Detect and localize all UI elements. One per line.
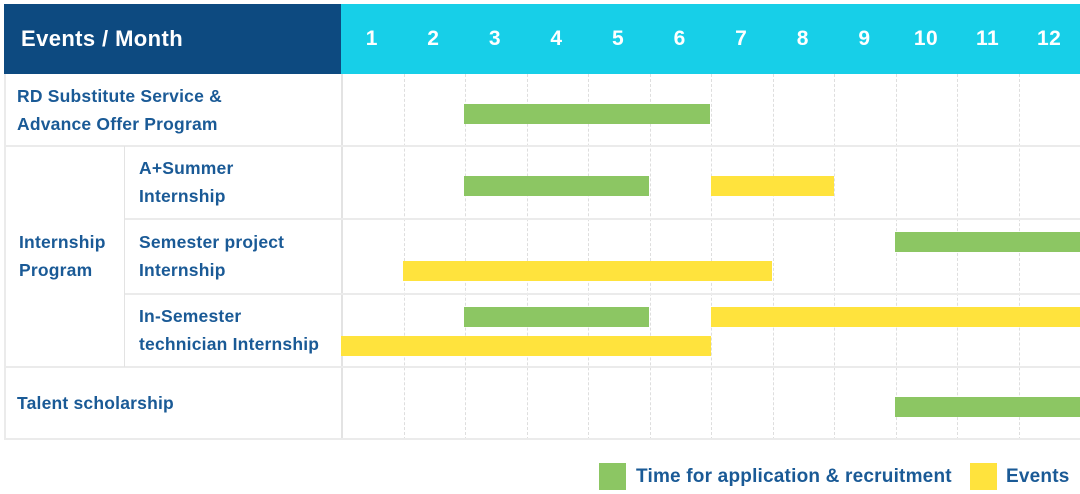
month-header-11: 11	[975, 27, 1000, 50]
events-month-header: Events / Month	[4, 4, 341, 74]
month-header-6: 6	[673, 27, 686, 50]
month-column	[649, 74, 712, 440]
month-header-12: 12	[1036, 27, 1062, 50]
month-header-10: 10	[913, 27, 939, 50]
month-header-9: 9	[858, 27, 871, 50]
application-recruitment-bar	[464, 176, 649, 196]
month-column	[403, 74, 466, 440]
application-recruitment-bar	[464, 307, 649, 327]
month-header-2: 2	[427, 27, 440, 50]
group-label-internship-program: Internship Program	[19, 232, 106, 280]
application-recruitment-bar	[895, 397, 1080, 417]
event-bar	[402, 261, 773, 281]
month-header-1: 1	[365, 27, 378, 50]
events-month-header-label: Events / Month	[21, 26, 184, 51]
legend-label-events: Events	[1006, 465, 1070, 487]
month-column	[711, 74, 773, 440]
month-column	[1018, 74, 1080, 440]
month-column	[772, 74, 835, 440]
bars-row-a-plus-summer	[341, 146, 1080, 218]
row-label-semester-project: Semester project Internship	[139, 232, 285, 280]
month-grid	[341, 74, 1080, 440]
month-column	[465, 74, 527, 440]
month-header-4: 4	[550, 27, 563, 50]
row-divider	[4, 145, 1080, 147]
month-column	[834, 74, 896, 440]
application-recruitment-bar	[895, 232, 1080, 252]
table-left-border	[4, 74, 6, 440]
table-bottom-border	[4, 438, 1080, 440]
month-header-3: 3	[488, 27, 502, 50]
legend-swatch-events	[970, 463, 997, 490]
month-header-8: 8	[796, 27, 809, 50]
row-divider	[4, 366, 1080, 368]
month-header-5: 5	[612, 27, 625, 50]
row-divider	[124, 293, 1080, 295]
subcolumn-divider	[124, 146, 125, 367]
event-bar	[710, 176, 834, 196]
application-recruitment-bar	[464, 103, 711, 124]
row-label-talent-scholarship: Talent scholarship	[17, 393, 174, 413]
legend-swatch-application	[599, 463, 626, 490]
legend-label-application: Time for application & recruitment	[636, 465, 952, 487]
months-header-row: 1 2 3 4 5 6 7 8 9 10 11 12	[341, 4, 1080, 74]
bars-row-semester-project	[341, 219, 1080, 293]
bars-row-rd-substitute	[341, 74, 1080, 145]
row-label-rd-substitute: RD Substitute Service & Advance Offer Pr…	[17, 85, 222, 134]
month-column	[588, 74, 650, 440]
row-label-in-semester-technician: In-Semester technician Internship	[139, 306, 320, 354]
month-column	[526, 74, 589, 440]
month-header-7: 7	[735, 27, 748, 50]
event-bar	[710, 307, 1080, 327]
row-label-a-plus-summer: A+Summer Internship	[139, 158, 234, 206]
row-divider	[124, 218, 1080, 220]
bars-row-in-semester-technician	[341, 294, 1080, 366]
event-bar	[341, 336, 711, 356]
month-column	[895, 74, 958, 440]
month-column	[957, 74, 1019, 440]
bars-row-talent-scholarship	[341, 368, 1080, 438]
